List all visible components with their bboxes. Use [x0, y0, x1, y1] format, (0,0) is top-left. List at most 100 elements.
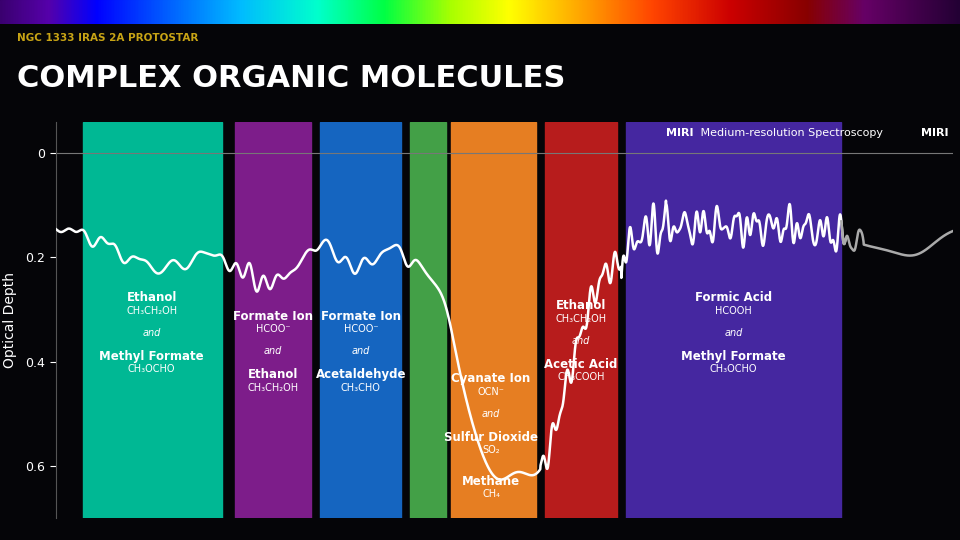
Bar — [560, 0, 561, 24]
Bar — [788, 0, 790, 24]
Bar — [936, 0, 938, 24]
Bar — [108, 0, 109, 24]
Bar — [89, 0, 91, 24]
Bar — [395, 0, 396, 24]
Bar — [612, 0, 613, 24]
Bar — [589, 0, 591, 24]
Bar — [507, 0, 508, 24]
Text: CH₃CH₂OH: CH₃CH₂OH — [126, 306, 178, 316]
Bar — [301, 0, 303, 24]
Bar — [680, 0, 682, 24]
Text: CH₃OCHO: CH₃OCHO — [709, 364, 757, 374]
Bar — [405, 0, 407, 24]
Bar — [27, 0, 29, 24]
Bar — [539, 0, 540, 24]
Bar — [532, 0, 534, 24]
Bar — [745, 0, 747, 24]
Bar — [274, 0, 276, 24]
Bar — [644, 0, 646, 24]
Bar — [659, 0, 660, 24]
Bar — [512, 0, 513, 24]
Bar — [75, 0, 77, 24]
Bar — [934, 0, 936, 24]
Bar — [830, 0, 831, 24]
Bar — [497, 0, 498, 24]
Bar — [955, 0, 957, 24]
Bar — [636, 0, 637, 24]
Bar — [314, 0, 316, 24]
Bar — [445, 0, 447, 24]
Bar — [893, 0, 895, 24]
Bar — [213, 0, 215, 24]
Bar — [378, 0, 380, 24]
Bar — [234, 0, 235, 24]
Bar — [620, 0, 622, 24]
Bar — [626, 122, 841, 518]
Bar — [609, 0, 611, 24]
Bar — [2, 0, 3, 24]
Bar — [922, 0, 924, 24]
Bar — [245, 0, 247, 24]
Bar — [848, 0, 850, 24]
Bar — [522, 0, 524, 24]
Bar — [732, 0, 734, 24]
Text: Acetic Acid: Acetic Acid — [544, 357, 617, 370]
Bar — [187, 0, 189, 24]
Bar — [189, 0, 191, 24]
Bar — [463, 0, 465, 24]
Bar — [611, 0, 612, 24]
Bar — [663, 0, 665, 24]
Bar — [444, 0, 445, 24]
Bar — [250, 0, 252, 24]
Bar — [531, 0, 532, 24]
Bar — [798, 0, 800, 24]
Bar — [747, 0, 749, 24]
Bar — [323, 0, 324, 24]
Bar — [304, 0, 306, 24]
Bar — [325, 0, 327, 24]
Bar — [495, 0, 497, 24]
Bar — [477, 0, 479, 24]
Bar — [321, 122, 401, 518]
Bar — [428, 0, 429, 24]
Bar — [795, 0, 797, 24]
Bar — [904, 0, 905, 24]
Text: Sulfur Dioxide: Sulfur Dioxide — [444, 431, 538, 444]
Bar — [890, 0, 891, 24]
Bar — [64, 0, 65, 24]
Bar — [483, 0, 484, 24]
Bar — [931, 0, 933, 24]
Text: MIRI: MIRI — [922, 128, 948, 138]
Bar — [759, 0, 761, 24]
Bar — [910, 0, 912, 24]
Bar — [342, 0, 343, 24]
Bar — [541, 0, 543, 24]
Bar — [905, 0, 907, 24]
Bar — [149, 0, 151, 24]
Bar — [436, 0, 438, 24]
Bar — [242, 0, 244, 24]
Bar — [716, 0, 718, 24]
Bar — [206, 0, 208, 24]
Bar — [505, 0, 507, 24]
Bar — [944, 0, 946, 24]
Bar — [154, 0, 156, 24]
Bar — [515, 0, 516, 24]
Bar — [199, 0, 201, 24]
Bar — [347, 0, 348, 24]
Bar — [774, 0, 776, 24]
Bar — [424, 0, 426, 24]
Bar — [467, 0, 468, 24]
Bar — [420, 0, 421, 24]
Bar — [668, 0, 670, 24]
Bar — [561, 0, 563, 24]
Bar — [785, 0, 787, 24]
Bar — [112, 0, 114, 24]
Bar — [682, 0, 683, 24]
Bar — [429, 0, 431, 24]
Bar — [771, 0, 773, 24]
Bar — [172, 0, 173, 24]
Bar — [410, 122, 446, 518]
Bar — [881, 0, 883, 24]
Bar — [96, 0, 98, 24]
